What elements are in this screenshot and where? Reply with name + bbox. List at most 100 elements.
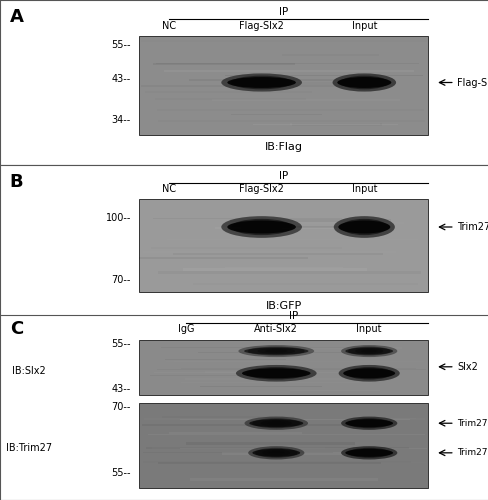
Ellipse shape xyxy=(341,219,386,235)
Bar xyxy=(224,267,343,268)
Bar xyxy=(158,120,424,122)
Bar xyxy=(153,218,341,219)
Ellipse shape xyxy=(354,348,383,354)
Text: 70--: 70-- xyxy=(111,274,131,284)
Ellipse shape xyxy=(338,365,399,382)
Text: 43--: 43-- xyxy=(112,384,131,394)
Bar xyxy=(155,63,418,64)
Bar xyxy=(254,82,348,84)
Text: Anti-Slx2: Anti-Slx2 xyxy=(254,324,298,334)
Bar xyxy=(211,98,399,101)
Text: 55--: 55-- xyxy=(111,468,131,478)
Bar xyxy=(141,85,386,87)
Ellipse shape xyxy=(235,365,316,382)
Ellipse shape xyxy=(249,224,273,230)
Bar xyxy=(153,63,295,64)
Bar xyxy=(190,478,377,480)
Ellipse shape xyxy=(245,367,306,380)
Bar xyxy=(139,340,427,396)
Ellipse shape xyxy=(221,74,302,92)
Text: 43--: 43-- xyxy=(112,74,131,84)
Bar xyxy=(282,348,401,349)
Bar xyxy=(186,442,355,444)
Text: Slx2: Slx2 xyxy=(456,362,477,372)
Bar xyxy=(189,78,355,82)
Text: IP: IP xyxy=(288,312,297,322)
Ellipse shape xyxy=(347,78,380,87)
Bar xyxy=(156,109,424,111)
Ellipse shape xyxy=(345,419,392,427)
Ellipse shape xyxy=(267,451,284,455)
Ellipse shape xyxy=(252,449,300,457)
Text: NC: NC xyxy=(162,20,175,30)
Ellipse shape xyxy=(333,216,394,238)
Bar xyxy=(161,346,380,348)
Bar xyxy=(154,372,365,373)
Ellipse shape xyxy=(262,450,290,456)
Bar xyxy=(165,360,424,362)
Bar xyxy=(148,434,424,435)
Bar xyxy=(163,70,413,72)
Text: Input: Input xyxy=(356,324,381,334)
Bar xyxy=(151,247,342,249)
Text: Trim27(58KD): Trim27(58KD) xyxy=(456,448,488,458)
Bar xyxy=(193,282,417,285)
Ellipse shape xyxy=(242,368,310,378)
Ellipse shape xyxy=(354,80,373,85)
Bar xyxy=(141,211,275,212)
Text: IB:Trim27: IB:Trim27 xyxy=(6,443,52,453)
Bar xyxy=(197,352,371,354)
Ellipse shape xyxy=(340,345,396,357)
Bar xyxy=(222,452,360,454)
Ellipse shape xyxy=(249,419,303,427)
Text: B: B xyxy=(10,173,23,191)
Ellipse shape xyxy=(247,446,304,460)
Text: IgG: IgG xyxy=(177,324,194,334)
Ellipse shape xyxy=(332,74,395,92)
Ellipse shape xyxy=(338,220,389,234)
Ellipse shape xyxy=(264,350,287,353)
Bar xyxy=(224,74,423,76)
Ellipse shape xyxy=(353,369,384,378)
Ellipse shape xyxy=(227,220,295,234)
Ellipse shape xyxy=(249,80,273,85)
Text: A: A xyxy=(10,8,23,26)
Bar xyxy=(291,124,382,126)
Bar xyxy=(139,257,307,260)
Text: Input: Input xyxy=(351,184,376,194)
Ellipse shape xyxy=(260,420,291,426)
Ellipse shape xyxy=(345,348,392,354)
Bar xyxy=(184,378,362,380)
Ellipse shape xyxy=(348,222,379,232)
Ellipse shape xyxy=(340,76,387,90)
Ellipse shape xyxy=(337,77,390,88)
Text: C: C xyxy=(10,320,23,338)
Text: Flag-Slx2: Flag-Slx2 xyxy=(239,184,284,194)
Bar xyxy=(157,369,425,370)
Ellipse shape xyxy=(244,348,308,354)
Text: IP: IP xyxy=(279,172,287,181)
Text: Flag-Slx2: Flag-Slx2 xyxy=(239,20,284,30)
Ellipse shape xyxy=(257,348,295,354)
Bar xyxy=(139,199,427,292)
Ellipse shape xyxy=(340,416,396,430)
Bar xyxy=(230,219,390,222)
Text: 70--: 70-- xyxy=(111,402,131,411)
Ellipse shape xyxy=(359,371,378,376)
Bar xyxy=(143,250,396,252)
Ellipse shape xyxy=(231,76,291,90)
Ellipse shape xyxy=(345,449,392,457)
Ellipse shape xyxy=(247,346,304,356)
Ellipse shape xyxy=(347,346,389,356)
Text: 55--: 55-- xyxy=(111,40,131,50)
Bar xyxy=(165,226,296,228)
Text: IB:Slx2: IB:Slx2 xyxy=(12,366,46,376)
Ellipse shape xyxy=(354,224,373,230)
Ellipse shape xyxy=(346,367,391,380)
Ellipse shape xyxy=(244,416,307,430)
Bar xyxy=(142,424,390,426)
Ellipse shape xyxy=(255,448,297,458)
Text: 34--: 34-- xyxy=(112,116,131,126)
Ellipse shape xyxy=(340,446,396,460)
Text: NC: NC xyxy=(162,184,175,194)
